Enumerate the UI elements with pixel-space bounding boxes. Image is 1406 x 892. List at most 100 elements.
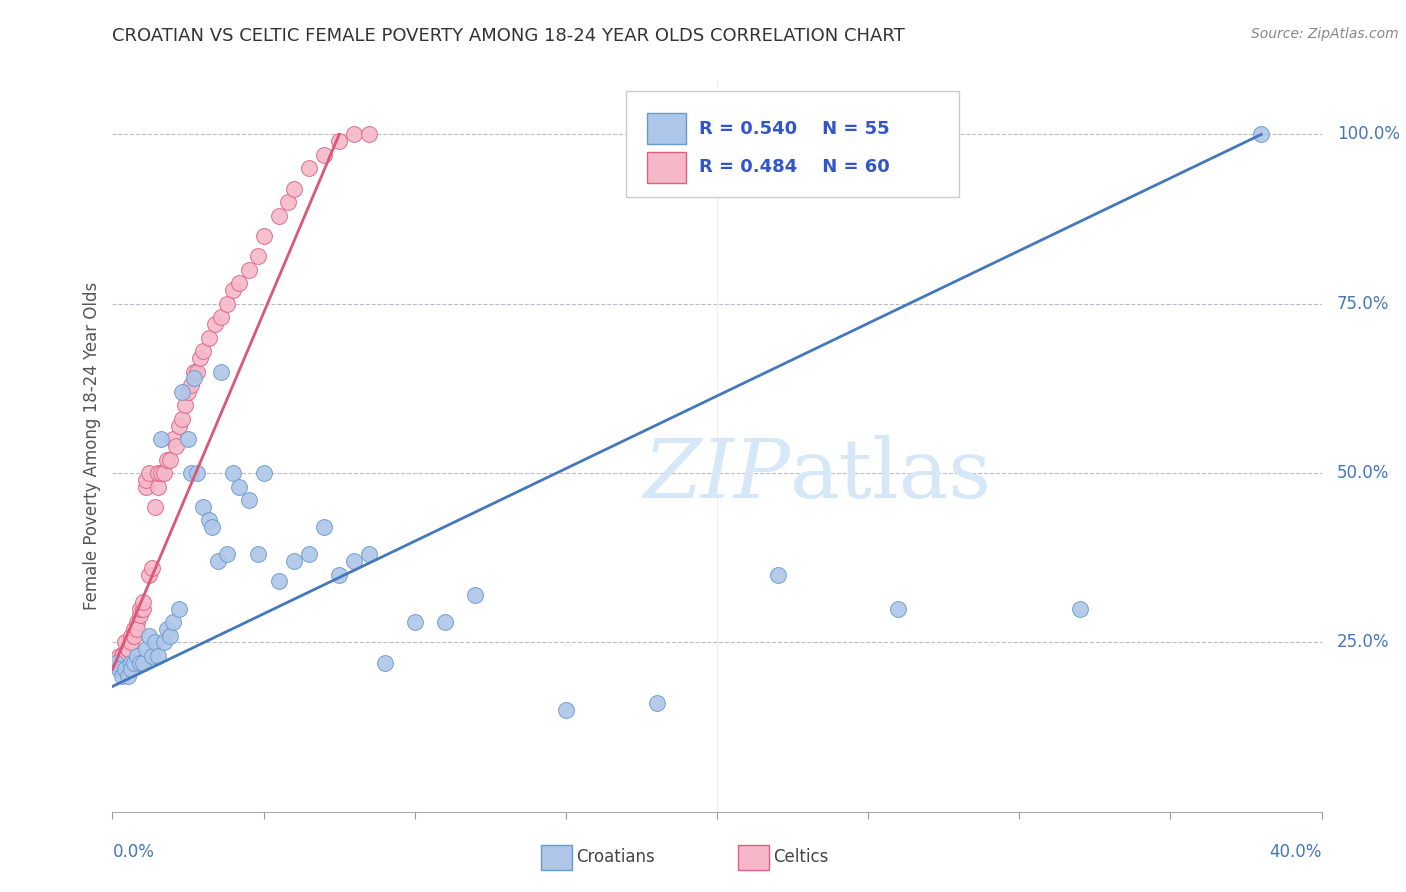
Point [177,384,200,399]
Point [198,331,221,345]
Point [283,554,305,568]
Point [343,554,366,568]
Point [283,181,305,195]
Point [156,452,179,467]
Point [201,520,224,534]
Point [314,148,336,162]
Point [135,480,157,494]
Point [1250,128,1272,142]
Point [143,500,166,514]
Point [122,622,145,636]
Point [153,466,176,480]
Point [120,656,142,670]
Point [120,635,142,649]
Point [110,648,132,663]
Point [645,697,668,711]
Point [162,615,184,629]
Point [128,601,150,615]
Point [114,663,136,677]
Point [1069,601,1091,615]
Point [246,249,269,263]
FancyBboxPatch shape [647,113,686,144]
Point [359,128,381,142]
Point [117,642,139,657]
Point [191,344,214,359]
Point [246,547,269,561]
Point [209,364,232,378]
Point [554,703,576,717]
Point [117,642,139,657]
Text: 100.0%: 100.0% [1337,126,1400,144]
Text: 75.0%: 75.0% [1337,294,1389,313]
Point [114,648,136,663]
Point [122,629,145,643]
Point [267,574,290,589]
Point [191,500,214,514]
Point [120,663,142,677]
Point [186,364,208,378]
Point [117,669,139,683]
Point [104,656,127,670]
Point [149,432,172,446]
Text: Croatians: Croatians [576,848,655,866]
Text: 25.0%: 25.0% [1337,633,1389,651]
Point [138,567,160,582]
Text: R = 0.484    N = 60: R = 0.484 N = 60 [699,158,890,177]
Point [107,656,129,670]
Point [146,480,169,494]
Point [165,439,187,453]
Point [887,601,910,615]
Point [120,629,142,643]
Point [238,263,260,277]
Point [183,364,205,378]
Point [170,384,193,399]
Point [204,317,226,331]
Point [143,635,166,649]
Point [186,466,208,480]
Point [277,195,299,210]
Text: 40.0%: 40.0% [1270,843,1322,861]
Point [328,134,350,148]
Point [138,466,160,480]
Point [343,128,366,142]
Point [132,656,155,670]
FancyBboxPatch shape [647,152,686,183]
Point [153,635,176,649]
Point [114,635,136,649]
Point [125,648,148,663]
Point [146,648,169,663]
Text: atlas: atlas [790,435,991,516]
Point [141,648,163,663]
Point [128,608,150,623]
Point [183,371,205,385]
Point [298,547,321,561]
Point [314,520,336,534]
Point [138,629,160,643]
Point [110,669,132,683]
Point [433,615,456,629]
Point [359,547,381,561]
Text: CROATIAN VS CELTIC FEMALE POVERTY AMONG 18-24 YEAR OLDS CORRELATION CHART: CROATIAN VS CELTIC FEMALE POVERTY AMONG … [112,27,905,45]
Point [170,412,193,426]
Point [464,588,486,602]
Point [107,648,129,663]
Point [167,601,190,615]
Y-axis label: Female Poverty Among 18-24 Year Olds: Female Poverty Among 18-24 Year Olds [83,282,101,610]
Point [180,378,202,392]
Point [766,567,789,582]
Point [146,466,169,480]
Point [159,629,181,643]
Point [253,229,276,244]
Point [267,209,290,223]
Point [122,656,145,670]
Point [132,601,155,615]
Point [228,277,250,291]
Point [156,622,179,636]
Text: R = 0.540    N = 55: R = 0.540 N = 55 [699,120,890,137]
Point [135,473,157,487]
Point [162,432,184,446]
Point [238,493,260,508]
Point [217,297,239,311]
Point [209,310,232,325]
Point [132,595,155,609]
